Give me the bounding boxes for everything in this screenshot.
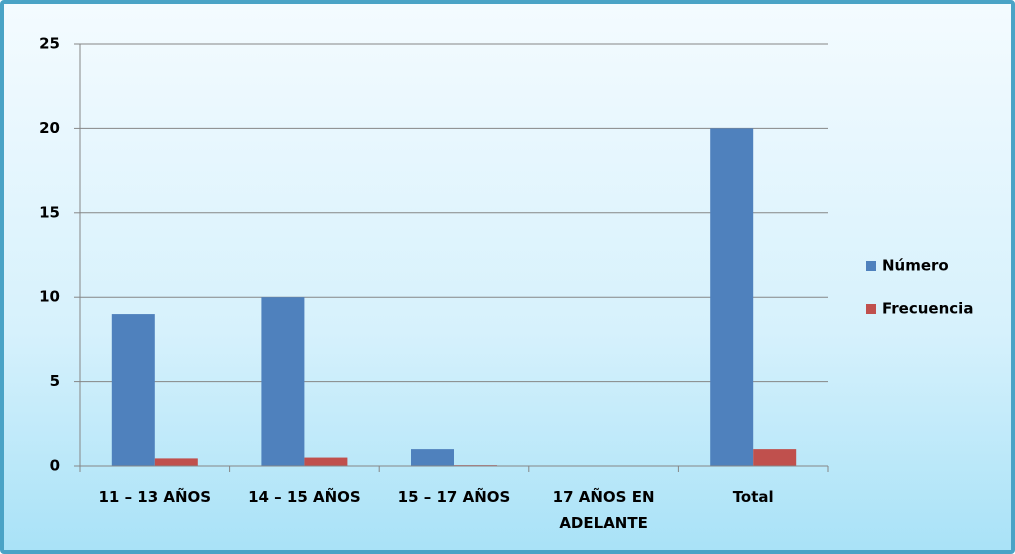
y-tick-label: 0 — [50, 457, 60, 475]
y-tick-label: 15 — [39, 203, 60, 221]
bar — [261, 297, 305, 466]
legend-label: Frecuencia — [882, 300, 973, 318]
y-tick-label: 10 — [39, 288, 60, 306]
bar — [753, 449, 797, 466]
x-tick-label: Total — [732, 488, 774, 506]
bar — [411, 449, 454, 466]
x-tick-label: 17 AÑOS EN ADELANTE — [552, 488, 655, 532]
legend-swatch — [866, 261, 876, 271]
y-tick-label: 25 — [39, 35, 60, 53]
legend-label: Número — [882, 257, 949, 275]
bar — [710, 128, 754, 466]
bar — [111, 314, 155, 466]
x-tick-label: 15 – 17 AÑOS — [397, 488, 511, 506]
y-tick-label: 20 — [39, 119, 60, 137]
bar — [304, 457, 348, 466]
y-tick-label: 5 — [50, 372, 60, 390]
x-tick-label: 11 – 13 AÑOS — [98, 488, 212, 506]
x-tick-label: 14 – 15 AÑOS — [248, 488, 361, 506]
legend-swatch — [866, 304, 876, 314]
bar — [154, 458, 198, 466]
